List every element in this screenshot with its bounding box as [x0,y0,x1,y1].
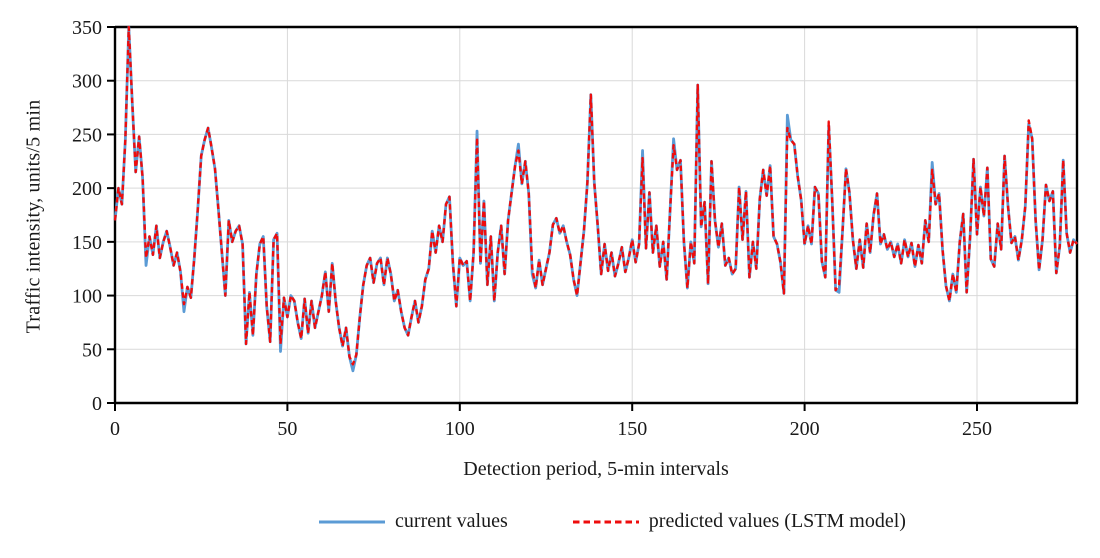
x-axis-title: Detection period, 5-min intervals [463,458,729,480]
y-tick-label: 200 [72,178,102,200]
y-tick-label: 100 [72,286,102,308]
legend-item-current: current values [318,510,508,533]
legend-label-current: current values [395,510,508,532]
x-tick-label: 150 [617,418,647,440]
current-line-swatch-icon [319,520,386,523]
y-tick-label: 50 [82,339,102,361]
legend-item-predicted: predicted values (LSTM model) [572,510,906,533]
y-tick-label: 0 [92,393,102,415]
y-tick-label: 300 [72,71,102,93]
series-predicted-line [113,25,1078,366]
x-tick-label: 0 [110,418,120,440]
y-tick-label: 150 [72,232,102,254]
x-tick-label: 200 [790,418,820,440]
y-tick-label: 250 [72,124,102,146]
legend: current values predicted values (LSTM mo… [62,510,1100,533]
x-tick-label: 100 [445,418,475,440]
x-tick-label: 50 [277,418,297,440]
legend-label-predicted: predicted values (LSTM model) [648,510,906,532]
predicted-line-swatch-icon [572,520,639,523]
y-axis-title: Traffic intensity, units/5 min [22,99,45,334]
series-current-line [113,25,1079,373]
x-tick-label: 250 [962,418,992,440]
y-tick-label: 350 [72,17,102,39]
